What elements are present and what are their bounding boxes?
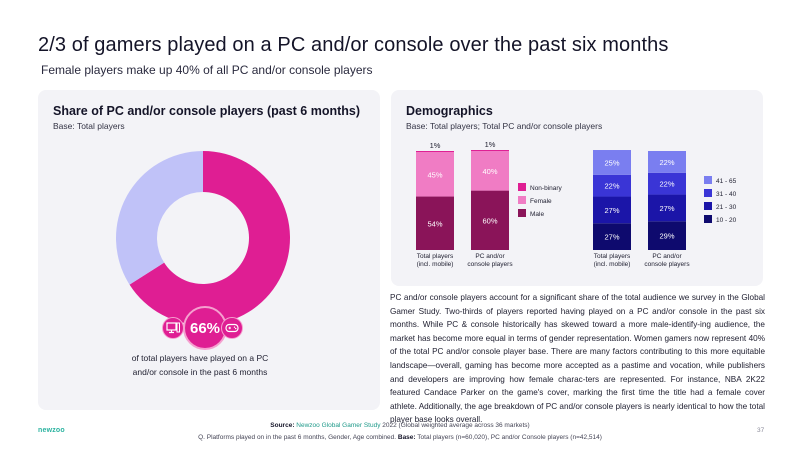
share-card-title: Share of PC and/or console players (past… [53,104,361,118]
page-number: 37 [757,427,765,434]
source-label: Source: [270,422,295,429]
source-line: Source: Newzoo Global Gamer Study 2022 (… [0,422,800,429]
base-detail: Total players (n=60,020), PC and/or Cons… [415,434,602,441]
page-title: 2/3 of gamers played on a PC and/or cons… [38,34,669,56]
question-text: Q. Platforms played on in the past 6 mon… [198,434,398,441]
pc-monitor-icon [162,317,184,339]
body-paragraph: PC and/or console players account for a … [390,293,765,425]
share-caption: of total players have played on a PC and… [131,353,269,377]
newzoo-logo: newzoo [38,427,65,434]
source-link[interactable]: Newzoo Global Gamer Study [296,422,381,429]
page-subtitle: Female players make up 40% of all PC and… [41,63,373,77]
question-line: Q. Platforms played on in the past 6 mon… [0,434,800,441]
demographics-base: Base: Total players; Total PC and/or con… [406,121,603,131]
demographics-card [391,90,763,286]
gamepad-icon [221,317,243,339]
base-label: Base: [397,434,416,441]
share-value-badge: 66% [183,306,227,350]
source-detail: 2022 (Global weighted average across 36 … [380,422,530,429]
share-card-base: Base: Total players [53,121,125,131]
demographics-title: Demographics [406,104,493,118]
